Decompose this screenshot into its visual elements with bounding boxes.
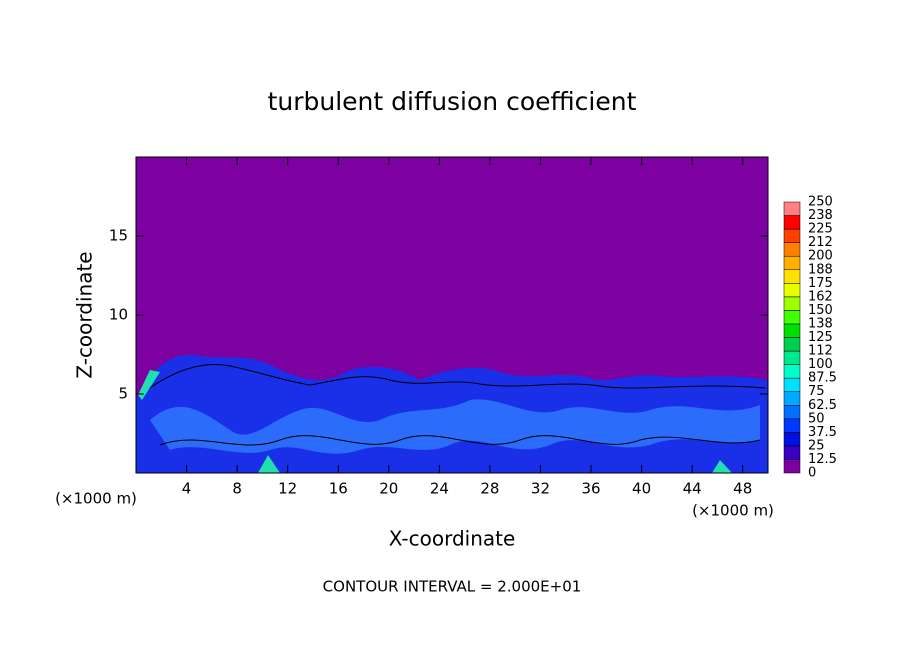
colorbar-band: [783, 405, 801, 420]
field-shapes: [136, 354, 768, 473]
colorbar-band: [783, 283, 801, 298]
colorbar-label: 200: [808, 249, 833, 264]
colorbar-band: [783, 364, 801, 379]
colorbar-band: [783, 215, 801, 230]
colorbar-label: 75: [808, 384, 825, 399]
colorbar-label: 100: [808, 357, 833, 372]
colorbar-band: [783, 445, 801, 460]
colorbar-label: 25: [808, 438, 825, 453]
colorbar-label: 50: [808, 411, 825, 426]
colorbar-band: [783, 391, 801, 406]
colorbar: 012.52537.55062.57587.510011212513815016…: [783, 195, 837, 481]
colorbar-label: 87.5: [808, 371, 837, 386]
x-tick-label: 8: [232, 480, 242, 498]
colorbar-band: [783, 269, 801, 284]
colorbar-label: 162: [808, 289, 833, 304]
colorbar-label: 188: [808, 262, 833, 277]
colorbar-label: 37.5: [808, 425, 837, 440]
x-tick-label: 20: [379, 480, 398, 498]
colorbar-band: [783, 228, 801, 243]
x-tick-label: 44: [683, 480, 702, 498]
x-unit-left: (×1000 m): [55, 490, 137, 508]
y-tick-label: 5: [118, 385, 128, 403]
footer-note: CONTOUR INTERVAL = 2.000E+01: [323, 578, 582, 596]
x-tick-label: 40: [632, 480, 651, 498]
colorbar-band: [783, 242, 801, 257]
colorbar-band: [783, 350, 801, 365]
colorbar-label: 150: [808, 303, 833, 318]
x-tick-label: 4: [182, 480, 192, 498]
colorbar-band: [783, 323, 801, 338]
turbulent-eddies: [150, 399, 760, 454]
x-tick-label: 48: [733, 480, 752, 498]
y-tick-label: 10: [109, 306, 128, 324]
colorbar-band: [783, 432, 801, 447]
colorbar-band: [783, 337, 801, 352]
x-axis-label: X-coordinate: [389, 527, 516, 551]
contour-line: [139, 363, 766, 396]
colorbar-label: 238: [808, 208, 833, 223]
y-tick-label: 15: [109, 227, 128, 245]
hot-spot: [258, 455, 280, 473]
hot-spot: [138, 370, 160, 400]
y-axis-label: Z-coordinate: [73, 251, 97, 378]
colorbar-label: 250: [808, 195, 833, 210]
colorbar-band: [783, 377, 801, 392]
x-tick-label: 24: [430, 480, 449, 498]
colorbar-band: [783, 296, 801, 311]
colorbar-label: 62.5: [808, 398, 837, 413]
chart-title: turbulent diffusion coefficient: [268, 87, 637, 116]
x-tick-label: 16: [329, 480, 348, 498]
colorbar-band: [783, 418, 801, 433]
colorbar-label: 225: [808, 222, 833, 237]
colorbar-label: 125: [808, 330, 833, 345]
x-tick-label: 28: [480, 480, 499, 498]
x-tick-label: 36: [581, 480, 600, 498]
colorbar-band: [783, 255, 801, 271]
colorbar-band: [783, 201, 801, 216]
colorbar-band: [783, 459, 801, 474]
colorbar-label: 175: [808, 276, 833, 291]
contour-line: [159, 435, 761, 446]
colorbar-label: 138: [808, 316, 833, 331]
colorbar-band: [783, 310, 801, 325]
colorbar-label: 12.5: [808, 452, 837, 467]
x-unit-right: (×1000 m): [692, 502, 774, 520]
x-tick-label: 12: [278, 480, 297, 498]
colorbar-label: 0: [808, 466, 816, 481]
hot-spot: [712, 460, 732, 473]
colorbar-label: 112: [808, 344, 833, 359]
colorbar-label: 212: [808, 235, 833, 250]
x-tick-label: 32: [531, 480, 550, 498]
